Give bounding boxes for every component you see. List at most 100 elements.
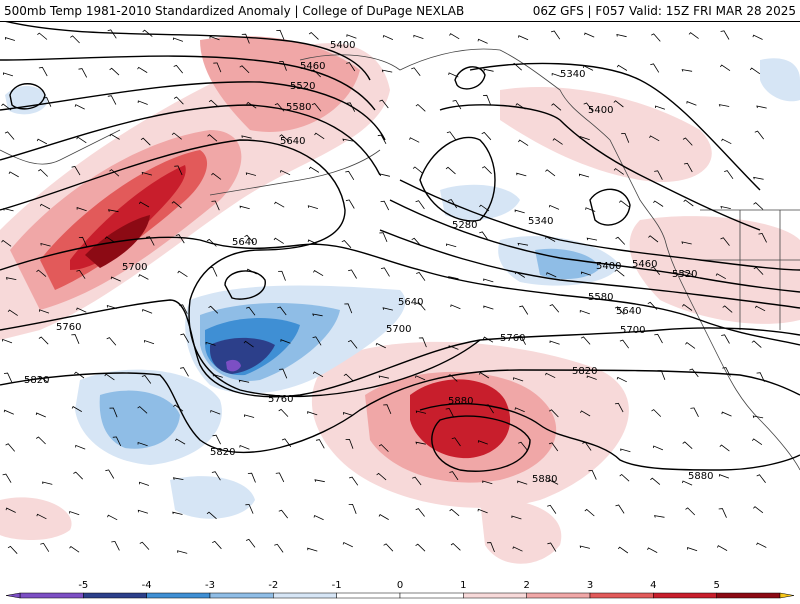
wind-barb (144, 339, 155, 345)
wind-barb (208, 99, 219, 108)
wind-barb (69, 510, 80, 516)
wind-barb (517, 480, 528, 485)
wind-barb (40, 242, 51, 247)
wind-barb (686, 101, 697, 106)
contour-line-5700 (0, 236, 800, 346)
colorbar-swatch (83, 592, 147, 599)
wind-barb (445, 166, 456, 175)
wind-barb (415, 103, 426, 112)
wind-barb (383, 404, 392, 415)
wind-barb (105, 469, 115, 479)
wind-barb (38, 168, 48, 177)
wind-barb (315, 439, 325, 449)
wind-barb (754, 130, 765, 140)
wind-barb (547, 542, 557, 552)
wind-barb (177, 550, 188, 554)
wind-barb (342, 138, 353, 142)
wind-barb (648, 235, 659, 243)
wind-barb (209, 266, 218, 277)
wind-barb (279, 134, 290, 142)
wind-barb (752, 415, 764, 419)
wind-barb (281, 438, 292, 448)
wind-barb (620, 448, 631, 453)
colorbar-tick-label: 5 (713, 580, 719, 591)
wind-barb (447, 374, 458, 382)
wind-barb (205, 341, 216, 346)
wind-barb (43, 97, 52, 107)
wind-barb (518, 139, 529, 146)
contour-closed-small (224, 270, 266, 300)
wind-barb (720, 237, 730, 246)
model-run-info: 06Z GFS | F057 Valid: 15Z FRI MAR 28 202… (532, 4, 796, 18)
contour-label: 5460 (632, 259, 657, 270)
height-contours (0, 22, 800, 472)
wind-barb (448, 72, 459, 78)
wind-barb (483, 305, 494, 310)
contour-closed-small (454, 66, 486, 90)
contour-label: 5820 (24, 375, 49, 386)
wind-barb (724, 170, 734, 180)
wind-barb (274, 543, 284, 553)
contour-label: 5400 (330, 40, 355, 51)
contour-label: 5820 (210, 447, 235, 458)
wind-barb (477, 38, 488, 44)
wind-barb (177, 270, 188, 278)
wind-barb (5, 507, 16, 513)
wind-barb (73, 471, 83, 480)
wind-barb (549, 304, 560, 313)
wind-barb (752, 34, 763, 40)
wind-barb (137, 406, 148, 414)
wind-barb (718, 104, 730, 107)
wind-barb (273, 237, 284, 244)
wind-barb (449, 508, 460, 517)
wind-barb (416, 302, 426, 311)
colorbar-tick-label: -3 (205, 580, 215, 591)
contour-line-5460-east (399, 179, 800, 271)
contour-line-5340 (469, 62, 761, 191)
map-header: 500mb Temp 1981-2010 Standardized Anomal… (0, 0, 800, 22)
wind-barb (137, 66, 148, 73)
wind-barb (755, 305, 766, 312)
canada-provinces (700, 209, 800, 330)
wind-barb (173, 404, 184, 412)
wind-barb (448, 345, 459, 350)
wind-barb (688, 32, 699, 39)
colorbar-tick-label: 2 (523, 580, 529, 591)
wind-barb (411, 67, 421, 76)
wind-barb (687, 547, 698, 552)
wind-barb (614, 402, 624, 413)
wind-barb (545, 372, 556, 379)
wind-barb (516, 172, 527, 177)
wind-barb (5, 277, 17, 280)
wind-barb (277, 306, 287, 316)
wind-barb (681, 304, 693, 311)
contour-label: 5820 (572, 366, 597, 377)
weather-map: 5400 5460 5520 5580 5640 5640 5700 5760 … (0, 22, 800, 576)
warm-anomaly-region (0, 497, 72, 540)
wind-barb (312, 336, 322, 346)
wind-barb (76, 269, 86, 279)
wind-barb (616, 33, 627, 38)
wind-barb (208, 305, 219, 314)
colorbar-tick-label: -2 (268, 580, 278, 591)
contour-line-5520 (0, 81, 386, 141)
wind-barb (512, 546, 523, 552)
wind-barb (519, 305, 529, 315)
contour-label: 5640 (616, 306, 641, 317)
colorbar-swatch (146, 592, 211, 599)
wind-barb (582, 65, 594, 71)
colorbar-swatch (336, 592, 401, 599)
wind-barb (348, 476, 359, 486)
wind-barb (654, 333, 663, 344)
wind-barb (109, 133, 120, 140)
colorbar-min-arrow (5, 592, 21, 599)
wind-barb (451, 437, 461, 447)
contour-label: 5760 (500, 333, 525, 344)
wind-barb (279, 368, 288, 379)
wind-barb (379, 173, 390, 177)
wind-barb (446, 243, 457, 248)
wind-barb (4, 37, 16, 41)
wind-barb (619, 339, 630, 349)
wind-barb (477, 440, 488, 445)
wind-barb (551, 103, 562, 111)
